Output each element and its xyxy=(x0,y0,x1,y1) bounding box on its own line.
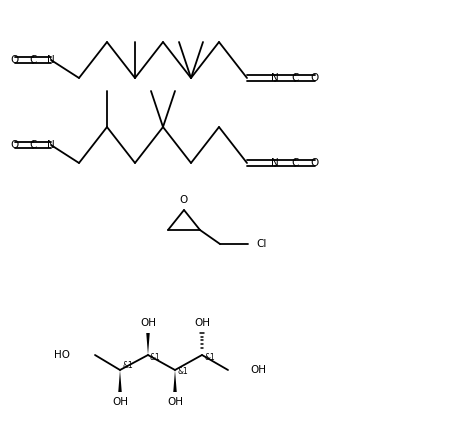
Text: N: N xyxy=(47,55,55,65)
Text: C: C xyxy=(29,140,37,150)
Text: &1: &1 xyxy=(204,354,215,363)
Text: &1: &1 xyxy=(122,360,133,369)
Text: N: N xyxy=(271,158,278,168)
Text: N: N xyxy=(271,73,278,83)
Text: O: O xyxy=(310,73,318,83)
Text: &1: &1 xyxy=(149,354,160,363)
Text: &1: &1 xyxy=(177,368,188,377)
Text: C: C xyxy=(290,158,298,168)
Polygon shape xyxy=(146,333,149,355)
Text: O: O xyxy=(310,158,318,168)
Text: Cl: Cl xyxy=(255,239,266,249)
Text: OH: OH xyxy=(112,397,128,407)
Text: N: N xyxy=(47,140,55,150)
Text: OH: OH xyxy=(166,397,183,407)
Polygon shape xyxy=(118,370,121,392)
Text: HO: HO xyxy=(54,350,70,360)
Text: O: O xyxy=(11,55,19,65)
Text: O: O xyxy=(11,140,19,150)
Text: OH: OH xyxy=(140,318,156,328)
Text: OH: OH xyxy=(193,318,210,328)
Text: C: C xyxy=(290,73,298,83)
Text: OH: OH xyxy=(249,365,265,375)
Text: C: C xyxy=(29,55,37,65)
Text: O: O xyxy=(179,195,188,205)
Polygon shape xyxy=(173,370,176,392)
